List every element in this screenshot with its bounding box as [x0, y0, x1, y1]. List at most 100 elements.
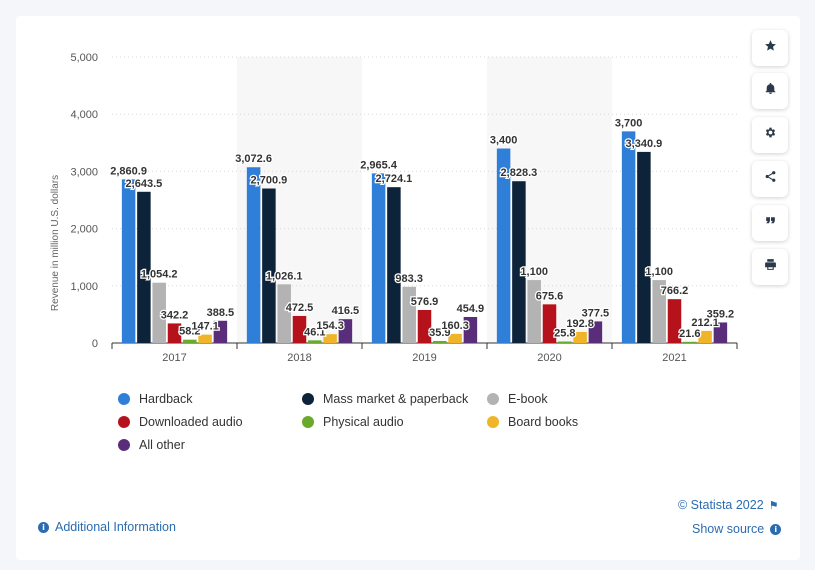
data-label: 3,340.9 — [626, 138, 663, 150]
data-label: 2,700.9 — [251, 175, 288, 187]
bar[interactable] — [667, 299, 682, 343]
x-tick-label: 2019 — [412, 352, 436, 364]
legend-item-hardback[interactable]: Hardback — [118, 392, 193, 406]
bar[interactable] — [496, 148, 511, 343]
legend-label: Downloaded audio — [139, 415, 243, 429]
legend-item-board-books[interactable]: Board books — [487, 415, 578, 429]
bar[interactable] — [713, 322, 728, 343]
bar[interactable] — [246, 167, 261, 343]
bar[interactable] — [338, 319, 353, 343]
bar[interactable] — [387, 187, 401, 343]
x-tick-label: 2020 — [537, 352, 561, 364]
bar[interactable] — [277, 284, 291, 343]
bar[interactable] — [527, 280, 541, 343]
data-label: 3,400 — [490, 135, 518, 147]
data-label: 2,965.4 — [360, 159, 398, 171]
data-label: 454.9 — [457, 303, 485, 315]
data-label: 342.2 — [161, 309, 189, 321]
show-source-text: Show source — [692, 522, 765, 536]
legend-label: Board books — [508, 415, 579, 429]
bar[interactable] — [512, 181, 526, 343]
bar[interactable] — [262, 188, 276, 343]
data-label: 359.2 — [707, 308, 735, 320]
data-label: 1,100 — [520, 266, 548, 278]
show-source-link[interactable]: Show source i — [692, 522, 782, 536]
legend-item-ebook[interactable]: E-book — [487, 392, 548, 406]
data-label: 766.2 — [661, 285, 689, 297]
bar[interactable] — [183, 339, 197, 343]
bar[interactable] — [323, 334, 337, 343]
data-label: 377.5 — [582, 307, 610, 319]
print-button[interactable] — [752, 249, 788, 285]
bar[interactable] — [448, 333, 462, 343]
legend-item-physical-audio[interactable]: Physical audio — [302, 415, 404, 429]
data-label: 25.8 — [554, 328, 575, 340]
settings-button[interactable] — [752, 117, 788, 153]
data-label: 576.9 — [411, 296, 439, 308]
legend-label: E-book — [508, 392, 548, 406]
x-tick-label: 2021 — [662, 352, 686, 364]
print-icon — [764, 258, 777, 276]
notification-button[interactable] — [752, 73, 788, 109]
bar[interactable] — [463, 316, 478, 343]
data-label: 2,860.9 — [110, 165, 147, 177]
statista-copyright[interactable]: © Statista 2022 ⚑ — [678, 498, 779, 512]
bar[interactable] — [121, 179, 136, 343]
bar[interactable] — [573, 331, 587, 343]
bar[interactable] — [371, 173, 386, 343]
bar[interactable] — [167, 323, 182, 343]
bar[interactable] — [402, 286, 416, 343]
data-label: 388.5 — [207, 307, 235, 319]
y-axis-label: Revenue in million U.S. dollars — [50, 175, 61, 311]
data-label: 58.2 — [179, 326, 200, 338]
data-label: 160.3 — [441, 320, 469, 332]
data-label: 1,026.1 — [266, 270, 303, 282]
bar[interactable] — [292, 315, 307, 343]
bar[interactable] — [621, 131, 636, 343]
star-icon — [764, 39, 777, 57]
bar[interactable] — [637, 151, 651, 343]
copyright-text: © Statista 2022 — [678, 498, 764, 512]
y-tick-label: 1,000 — [70, 281, 98, 293]
data-label: 21.6 — [679, 328, 700, 340]
data-label: 2,828.3 — [501, 167, 538, 179]
bar[interactable] — [137, 191, 151, 343]
bar[interactable] — [308, 340, 322, 343]
bar[interactable] — [213, 320, 228, 343]
y-tick-label: 4,000 — [70, 109, 98, 121]
data-label: 212.1 — [691, 317, 719, 329]
bar[interactable] — [698, 330, 712, 343]
y-tick-label: 0 — [92, 338, 98, 350]
bar[interactable] — [198, 334, 212, 343]
favorite-button[interactable] — [752, 30, 788, 66]
legend-item-mass-market[interactable]: Mass market & paperback — [302, 392, 468, 406]
additional-information-link[interactable]: i Additional Information — [38, 520, 176, 534]
cite-button[interactable] — [752, 205, 788, 241]
bar[interactable] — [433, 340, 447, 343]
data-label: 1,100 — [645, 266, 673, 278]
bar[interactable] — [417, 310, 432, 343]
bell-icon — [764, 82, 777, 100]
data-label: 3,072.6 — [235, 153, 272, 165]
bar[interactable] — [558, 341, 572, 343]
x-tick-label: 2017 — [162, 352, 186, 364]
legend-item-downloaded-audio[interactable]: Downloaded audio — [118, 415, 243, 429]
info-icon: i — [770, 523, 782, 535]
legend-marker — [118, 416, 130, 428]
flag-icon: ⚑ — [768, 499, 779, 512]
bar[interactable] — [542, 304, 557, 343]
legend-marker — [302, 416, 314, 428]
data-label: 3,700 — [615, 117, 643, 129]
share-button[interactable] — [752, 161, 788, 197]
x-tick-label: 2018 — [287, 352, 311, 364]
bar[interactable] — [588, 321, 603, 343]
bar[interactable] — [652, 280, 666, 343]
y-tick-label: 2,000 — [70, 224, 98, 236]
data-label: 2,724.1 — [376, 173, 413, 185]
legend-item-all-other[interactable]: All other — [118, 438, 185, 452]
bar[interactable] — [683, 341, 697, 343]
data-label: 147.1 — [191, 321, 219, 333]
bar[interactable] — [152, 282, 166, 343]
legend-marker — [302, 393, 314, 405]
data-label: 2,643.5 — [126, 178, 163, 190]
